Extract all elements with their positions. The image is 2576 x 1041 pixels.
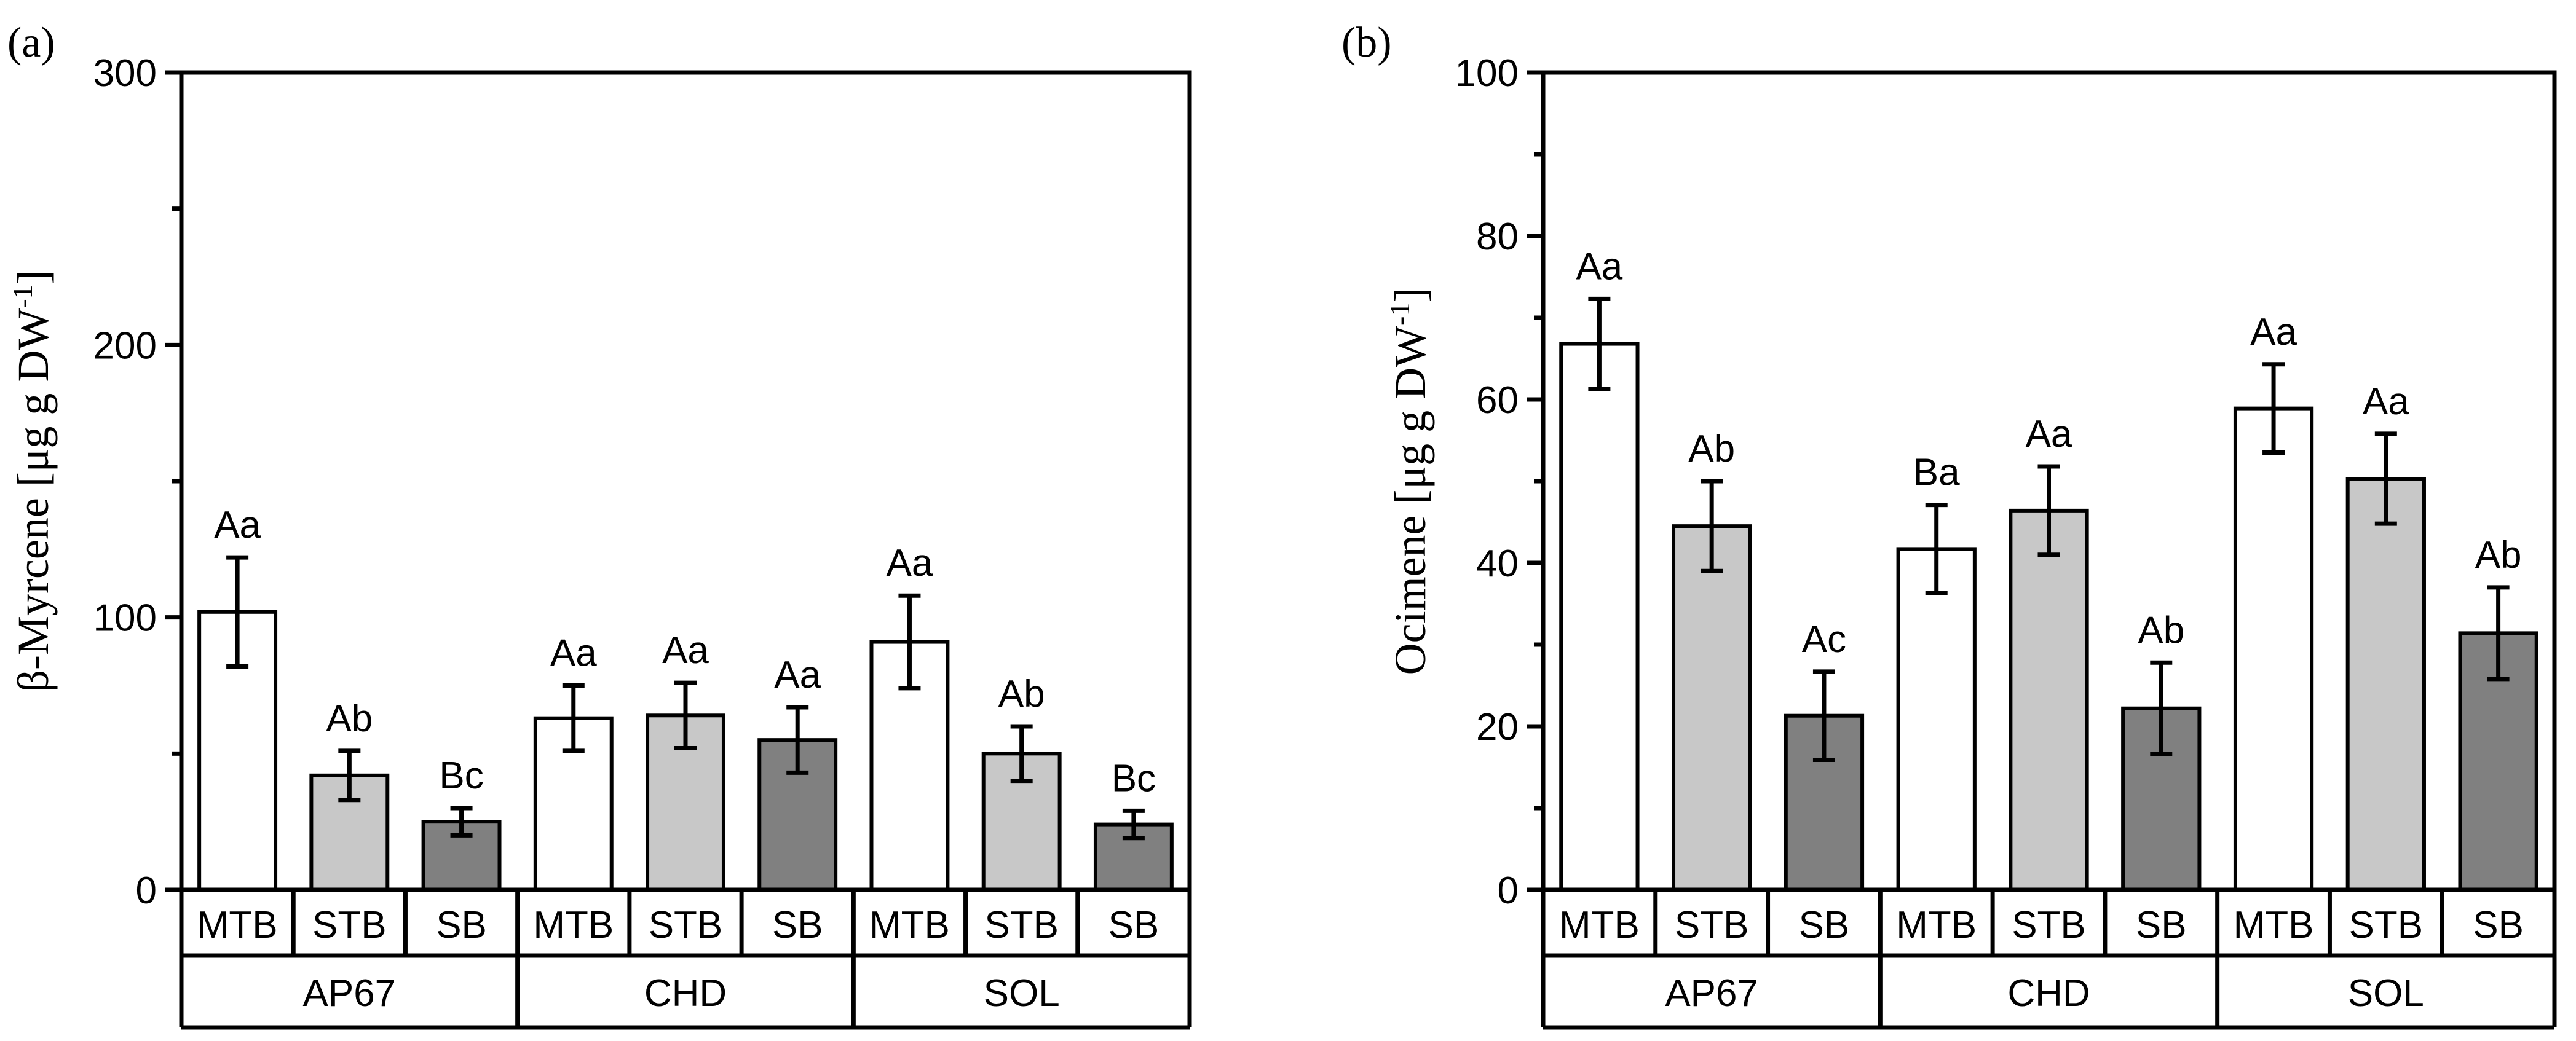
significance-letter: Bc [439,755,483,797]
x-category-label: STB [1675,904,1749,946]
chart-panel-a: (a) β-Myrcene [μg g DW-1] 0 100 200 300 Aa Ab Bc… [7,19,1192,1030]
significance-letter: Aa [2363,380,2409,423]
y-tick-label: 0 [1498,870,1519,912]
y-tick-label: 100 [93,597,157,640]
x-group-label: CHD [2007,972,2090,1015]
plot-frame [179,70,1192,892]
significance-letter: Aa [2250,311,2297,353]
significance-letter: Ab [998,673,1045,715]
significance-letter: Aa [1576,245,1622,288]
significance-letter: Aa [2026,413,2072,455]
y-axis-label-bracket: ] [1386,288,1435,302]
significance-letter: Ab [2475,534,2522,576]
y-tick-label: 20 [1476,706,1519,748]
y-tick-label: 40 [1476,543,1519,585]
x-group-label: AP67 [302,972,396,1015]
x-category-label: SB [2136,904,2187,946]
x-group-label: SOL [984,972,1060,1015]
x-category-label: MTB [869,904,950,946]
plot-frame [1541,70,2557,892]
significance-letter: Aa [550,632,597,675]
x-category-label: STB [2012,904,2086,946]
significance-letter: Aa [774,654,821,696]
panel-label: (b) [1341,19,1392,66]
significance-letter: Ab [326,697,373,740]
x-category-label: STB [2349,904,2424,946]
x-category-label: MTB [1559,904,1640,946]
y-tick-label: 200 [93,324,157,367]
bar [2009,508,2089,892]
significance-letter: Ac [1802,618,1846,661]
x-category-label: MTB [1896,904,1977,946]
significance-letter: Bc [1112,757,1156,799]
x-category-label: SB [2473,904,2524,946]
y-axis-label: Ocimene [μg g DW-1] [1384,288,1435,675]
y-axis-label: β-Myrcene [μg g DW-1] [7,270,58,692]
chart-panel-b: (b) Ocimene [μg g DW-1] 0 20 40 60 80 100 Aa Ab Ac… [1341,19,2557,1030]
significance-letter: Aa [214,504,261,546]
bar [2233,406,2314,892]
bar [2345,477,2426,892]
significance-letter: Ab [2138,609,2184,651]
x-category-label: SB [772,904,823,946]
x-group-label: SOL [2348,972,2424,1015]
y-axis-label-superscript: -1 [1384,302,1415,326]
y-axis-label-superscript: -1 [7,285,38,308]
x-category-label: STB [984,904,1059,946]
x-category-label: MTB [2234,904,2314,946]
y-axis-label-text: Ocimene [μg g DW [1386,326,1435,675]
x-group-label: AP67 [1665,972,1758,1015]
bar [1559,342,1640,892]
x-category-label: SB [1799,904,1850,946]
y-axis-label-text: β-Myrcene [μg g DW [9,308,58,693]
x-category-label: STB [312,904,387,946]
x-group-label: CHD [644,972,727,1015]
x-category-label: SB [1108,904,1160,946]
x-category-label: STB [649,904,723,946]
y-tick-label: 100 [1455,52,1519,95]
y-tick-label: 300 [93,52,157,95]
significance-letter: Ba [1913,452,1960,494]
panel-label: (a) [7,19,55,66]
x-category-label: SB [436,904,487,946]
significance-letter: Aa [662,629,709,672]
bar [1896,547,1977,892]
y-axis-label-bracket: ] [9,270,58,285]
x-category-label: MTB [533,904,614,946]
y-tick-label: 0 [136,870,157,912]
significance-letter: Ab [1688,428,1735,470]
bar [1672,524,1752,892]
y-tick-label: 80 [1476,216,1519,258]
x-category-label: MTB [197,904,278,946]
y-tick-label: 60 [1476,379,1519,422]
significance-letter: Aa [887,542,933,584]
